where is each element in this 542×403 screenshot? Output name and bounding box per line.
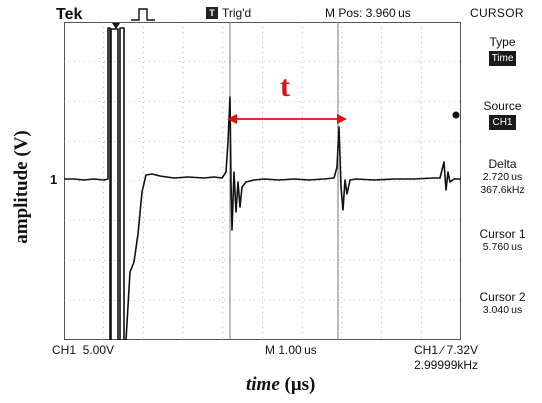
- source-label: Source: [483, 99, 522, 113]
- interval-label: t: [280, 70, 290, 103]
- delta-label: Delta: [488, 157, 517, 171]
- trigger-position-icon: [452, 111, 460, 119]
- cursor2-value: 3.040 us: [482, 304, 523, 316]
- trigger-level: CH1 ∕ 7.32V: [414, 343, 479, 357]
- oscilloscope-screen: [64, 22, 461, 340]
- x-axis-label: time (μs): [246, 374, 315, 396]
- pulse-icon: [131, 8, 155, 21]
- x-axis-label-italic: time: [246, 374, 280, 395]
- timebase-scale: M 1.00 us: [265, 343, 317, 357]
- menu-type[interactable]: Type Time: [463, 22, 542, 86]
- cursor2-label: Cursor 2: [479, 290, 526, 304]
- horizontal-position-readout: M Pos: 3.960 us: [325, 6, 411, 20]
- double-arrow-icon: [227, 114, 347, 124]
- graticule-grid: [64, 22, 461, 340]
- delta-frequency: 367.6kHz: [480, 184, 525, 196]
- cursor1-label: Cursor 1: [479, 227, 526, 241]
- brand-logo: Tek: [56, 6, 83, 23]
- ground-arrow-icon: [112, 23, 120, 29]
- trigger-frequency: 2.99999kHz: [414, 358, 479, 372]
- menu-source[interactable]: Source CH1: [463, 86, 542, 150]
- cursor1-value: 5.760 us: [482, 241, 523, 253]
- type-value: Time: [488, 51, 517, 66]
- signal-trace: [64, 27, 461, 340]
- menu-cursor-1[interactable]: Cursor 1 5.760 us: [463, 214, 542, 277]
- cursor-side-menu: Type Time Source CH1 Delta 2.720 us 367.…: [463, 22, 542, 340]
- trigger-status: Trig'd: [222, 6, 252, 20]
- source-value: CH1: [489, 115, 516, 130]
- cursor-menu-title: CURSOR: [470, 6, 524, 20]
- channel-1-scale: CH1 5.00V: [52, 343, 115, 357]
- delta-time: 2.720 us: [482, 171, 523, 183]
- type-label: Type: [489, 35, 516, 49]
- menu-cursor-2[interactable]: Cursor 2 3.040 us: [463, 277, 542, 340]
- channel-ground-marker: 1: [50, 172, 58, 187]
- trigger-icon: T: [206, 7, 218, 19]
- x-axis-label-unit: (μs): [279, 374, 316, 395]
- menu-delta: Delta 2.720 us 367.6kHz: [463, 150, 542, 214]
